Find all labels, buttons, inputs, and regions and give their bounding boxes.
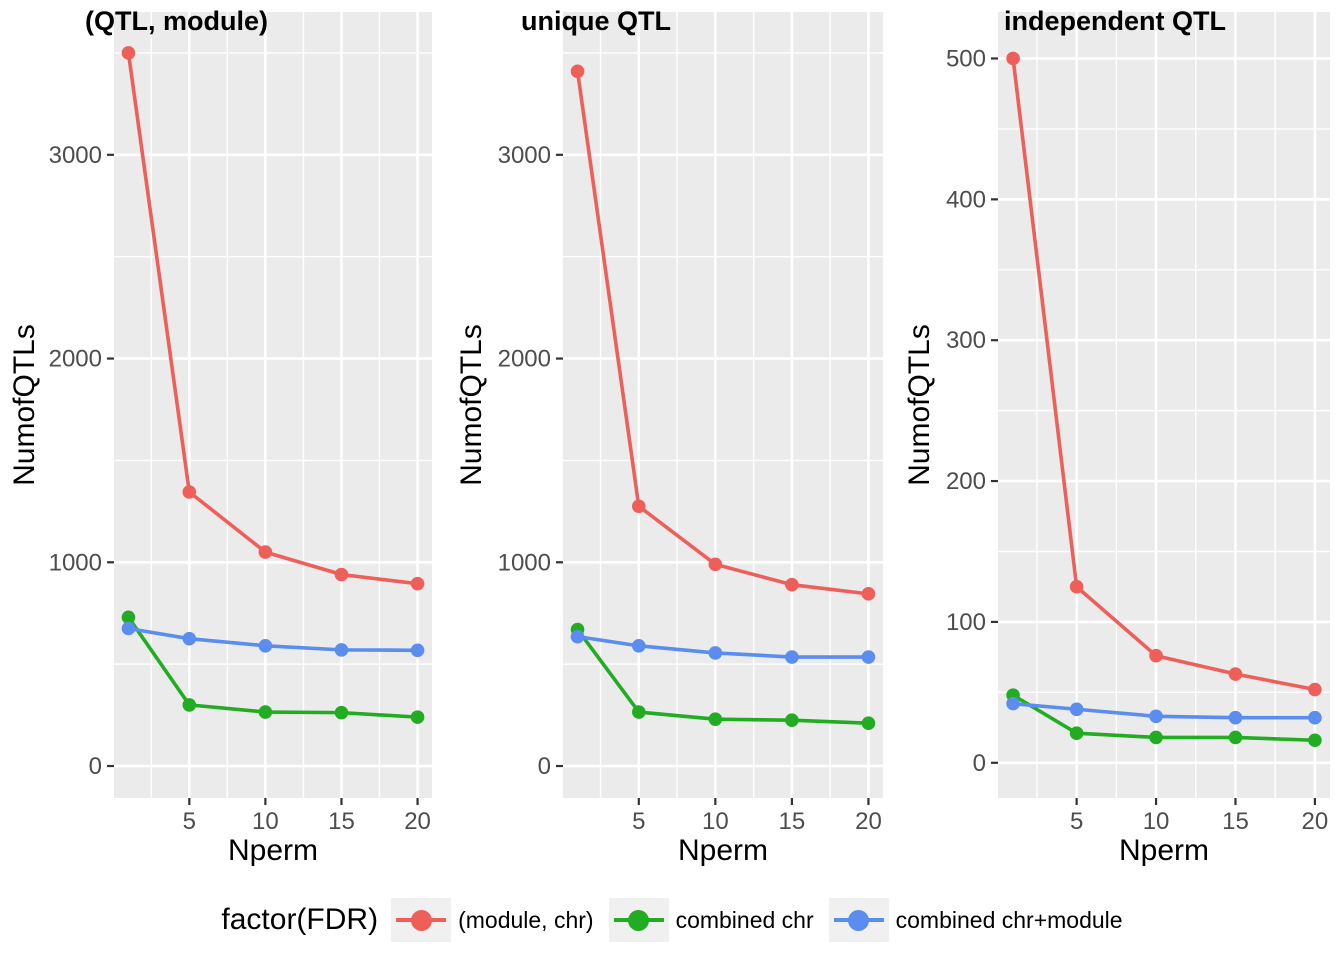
data-point — [1149, 709, 1163, 724]
panel-1-y-axis-title: NumofQTLs — [8, 324, 41, 486]
data-point — [1228, 667, 1243, 681]
panel-1-x-axis-title: Nperm — [227, 834, 319, 867]
x-tick-label: 10 — [1143, 808, 1170, 835]
data-point — [258, 639, 273, 653]
y-tick-label: 400 — [946, 186, 986, 213]
data-point — [570, 64, 585, 79]
y-tick-label: 0 — [973, 750, 986, 777]
data-point — [631, 639, 646, 653]
data-point — [1069, 579, 1084, 594]
data-point — [1149, 730, 1163, 745]
y-tick-label: 2000 — [49, 346, 102, 373]
x-tick-label: 5 — [632, 808, 645, 835]
data-point — [121, 46, 136, 60]
data-point — [334, 567, 349, 582]
legend: factor(FDR) (module, chr) combined chr c… — [0, 889, 1344, 951]
legend-item-combined-chr: combined chr — [608, 898, 814, 942]
data-point — [182, 631, 197, 646]
y-tick-label: 100 — [946, 609, 986, 636]
x-tick-label: 5 — [183, 808, 196, 835]
data-point — [182, 698, 197, 712]
x-tick-label: 20 — [855, 808, 882, 835]
legend-title: factor(FDR) — [221, 903, 379, 936]
data-point — [334, 643, 349, 657]
y-tick-label: 200 — [946, 468, 986, 495]
legend-item-combined-chr-module: combined chr+module — [828, 898, 1123, 942]
data-point — [1149, 648, 1163, 663]
data-point — [1006, 51, 1020, 66]
legend-label: combined chr — [675, 906, 814, 933]
data-point — [708, 646, 723, 660]
data-point — [861, 716, 876, 731]
y-tick-label: 1000 — [498, 549, 551, 576]
data-point — [410, 576, 425, 591]
data-point — [570, 629, 585, 644]
data-point — [1308, 733, 1322, 748]
x-tick-label: 15 — [779, 808, 806, 835]
legend-label: combined chr+module — [895, 906, 1123, 933]
data-point — [258, 705, 273, 719]
y-tick-label: 500 — [946, 45, 986, 72]
panel-1-title: (QTL, module) — [85, 6, 268, 36]
legend-key — [391, 898, 452, 942]
data-point — [785, 577, 799, 592]
legend-item-module-chr: (module, chr) — [391, 898, 594, 942]
data-point — [410, 643, 425, 658]
panel-2-y-axis-title: NumofQTLs — [455, 324, 488, 486]
y-tick-label: 0 — [538, 753, 551, 780]
data-point — [1069, 726, 1084, 741]
data-point — [258, 545, 273, 559]
data-point — [861, 587, 876, 601]
data-point — [121, 621, 136, 636]
data-point — [1228, 710, 1243, 725]
data-point — [1308, 682, 1322, 697]
data-point — [631, 705, 646, 719]
y-tick-label: 1000 — [49, 549, 102, 576]
x-tick-label: 15 — [328, 808, 355, 835]
panel-2-title: unique QTL — [521, 6, 671, 36]
y-tick-label: 0 — [89, 753, 102, 780]
data-point — [708, 557, 723, 572]
legend-label: (module, chr) — [458, 906, 594, 933]
y-tick-label: 3000 — [49, 142, 102, 169]
x-tick-label: 20 — [404, 808, 431, 835]
x-tick-label: 5 — [1070, 808, 1083, 835]
legend-key — [608, 898, 669, 942]
panel-3-title: independent QTL — [1004, 6, 1226, 36]
data-point — [785, 713, 799, 727]
panel-background — [998, 12, 1330, 798]
data-point — [1228, 730, 1243, 745]
x-tick-label: 20 — [1302, 808, 1329, 835]
panel-2-x-axis-title: Nperm — [677, 834, 769, 867]
panel-3-x-axis-title: Nperm — [1118, 834, 1210, 867]
data-point — [182, 485, 197, 499]
x-tick-label: 10 — [252, 808, 279, 835]
y-tick-label: 3000 — [498, 142, 551, 169]
panel-background — [563, 12, 883, 798]
data-point — [631, 499, 646, 514]
point-swatch-icon — [848, 909, 870, 931]
data-point — [708, 712, 723, 726]
data-point — [861, 650, 876, 664]
y-tick-label: 300 — [946, 327, 986, 354]
data-point — [410, 710, 425, 724]
panel-background — [114, 12, 432, 798]
y-tick-label: 2000 — [498, 346, 551, 373]
data-point — [1006, 696, 1020, 711]
x-tick-label: 10 — [702, 808, 729, 835]
point-swatch-icon — [628, 909, 650, 931]
legend-key — [828, 898, 889, 942]
data-point — [1308, 710, 1322, 725]
data-point — [785, 650, 799, 664]
x-tick-label: 15 — [1222, 808, 1249, 835]
data-point — [121, 610, 136, 625]
data-point — [1069, 702, 1084, 717]
panel-3-y-axis-title: NumofQTLs — [903, 324, 936, 486]
data-point — [334, 705, 349, 720]
point-swatch-icon — [410, 909, 432, 931]
